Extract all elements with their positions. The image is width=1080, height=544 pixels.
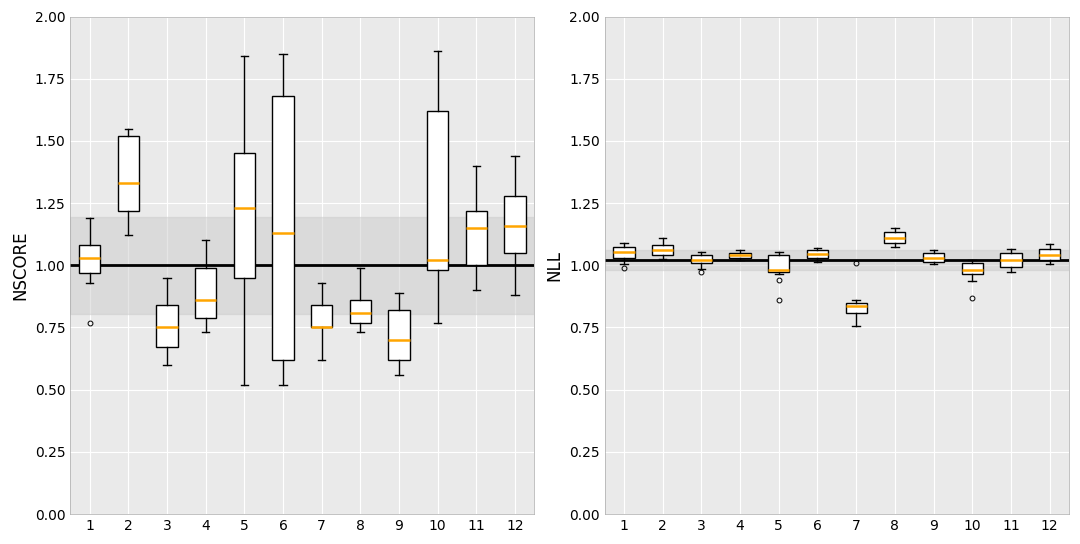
Bar	[846, 302, 867, 313]
Bar	[350, 300, 372, 323]
Bar	[389, 310, 409, 360]
Bar	[768, 255, 789, 271]
Bar	[70, 217, 535, 314]
Bar	[923, 253, 944, 262]
Bar	[691, 255, 712, 263]
Bar	[157, 305, 177, 348]
Bar	[729, 253, 751, 258]
Bar	[118, 136, 139, 211]
Bar	[465, 211, 487, 265]
Bar	[885, 232, 905, 243]
Bar	[311, 305, 333, 327]
Bar	[961, 263, 983, 274]
Y-axis label: NSCORE: NSCORE	[11, 231, 29, 300]
Bar	[807, 250, 828, 258]
Bar	[1000, 253, 1022, 267]
Bar	[652, 245, 674, 255]
Bar	[504, 196, 526, 253]
Bar	[79, 245, 100, 273]
Bar	[272, 96, 294, 360]
Bar	[195, 268, 216, 318]
Bar	[605, 250, 1069, 270]
Bar	[613, 246, 635, 258]
Bar	[427, 111, 448, 270]
Bar	[233, 153, 255, 278]
Y-axis label: NLL: NLL	[545, 250, 564, 281]
Bar	[1039, 249, 1061, 261]
